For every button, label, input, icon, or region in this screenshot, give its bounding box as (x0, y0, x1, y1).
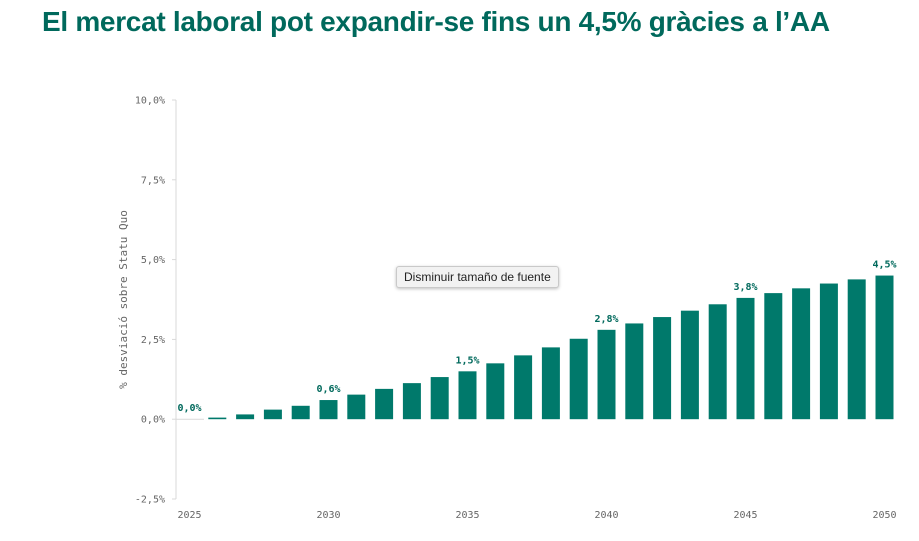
bar-2040 (597, 329, 616, 420)
y-tick-label: 7,5% (141, 175, 165, 186)
bar-2047 (792, 288, 811, 420)
bar-2050 (875, 275, 894, 420)
bar-2031 (347, 394, 366, 420)
data-label-2045: 3,8% (733, 282, 757, 293)
bar-2027 (236, 414, 255, 420)
bar-2042 (653, 317, 672, 420)
bar-2038 (541, 347, 560, 420)
y-axis-label: % desviació sobre Statu Quo (117, 210, 130, 389)
bar-2046 (764, 293, 783, 420)
bar-2032 (375, 388, 394, 420)
x-tick-label: 2040 (594, 510, 618, 521)
bar-2049 (847, 279, 866, 420)
y-tick-label: 0,0% (141, 415, 165, 426)
chart-title: El mercat laboral pot expandir-se fins u… (42, 6, 830, 37)
data-label-2050: 4,5% (872, 260, 896, 271)
data-label-2030: 0,6% (316, 384, 340, 395)
bar-2026 (208, 417, 227, 420)
bar-2043 (680, 310, 699, 420)
x-tick-label: 2045 (733, 510, 757, 521)
bar-2045 (736, 297, 755, 420)
bar-2041 (625, 323, 644, 420)
bar-2044 (708, 304, 727, 420)
y-tick-label: -2,5% (135, 495, 165, 506)
y-axis: -2,5% 0,0% 2,5% 5,0% 7,5% 10,0% % desviació so… (117, 96, 177, 506)
bar-2037 (514, 355, 533, 420)
x-tick-label: 2030 (316, 510, 340, 521)
bar-2029 (291, 405, 310, 420)
bar-2036 (486, 363, 505, 420)
data-label-2040: 2,8% (594, 314, 618, 325)
bar-2028 (263, 409, 282, 420)
bar-2033 (402, 383, 421, 420)
bar-2030 (319, 400, 338, 420)
x-axis: 2025 2030 2035 2040 2045 2050 (177, 510, 896, 521)
bar-2034 (430, 377, 449, 420)
y-tick-label: 10,0% (135, 96, 165, 107)
x-tick-label: 2050 (872, 510, 896, 521)
data-labels: 0,0% 0,6% 1,5% 2,8% 3,8% 4,5% (177, 260, 896, 415)
bar-2039 (569, 338, 588, 420)
x-tick-label: 2025 (177, 510, 201, 521)
y-tick-label: 2,5% (141, 335, 165, 346)
bar-2035 (458, 371, 477, 420)
bars (176, 275, 894, 420)
bar-2048 (819, 283, 838, 420)
tooltip: Disminuir tamaño de fuente (396, 266, 559, 288)
data-label-2025: 0,0% (177, 403, 201, 414)
x-tick-label: 2035 (455, 510, 479, 521)
data-label-2035: 1,5% (455, 355, 479, 366)
y-tick-label: 5,0% (141, 255, 165, 266)
